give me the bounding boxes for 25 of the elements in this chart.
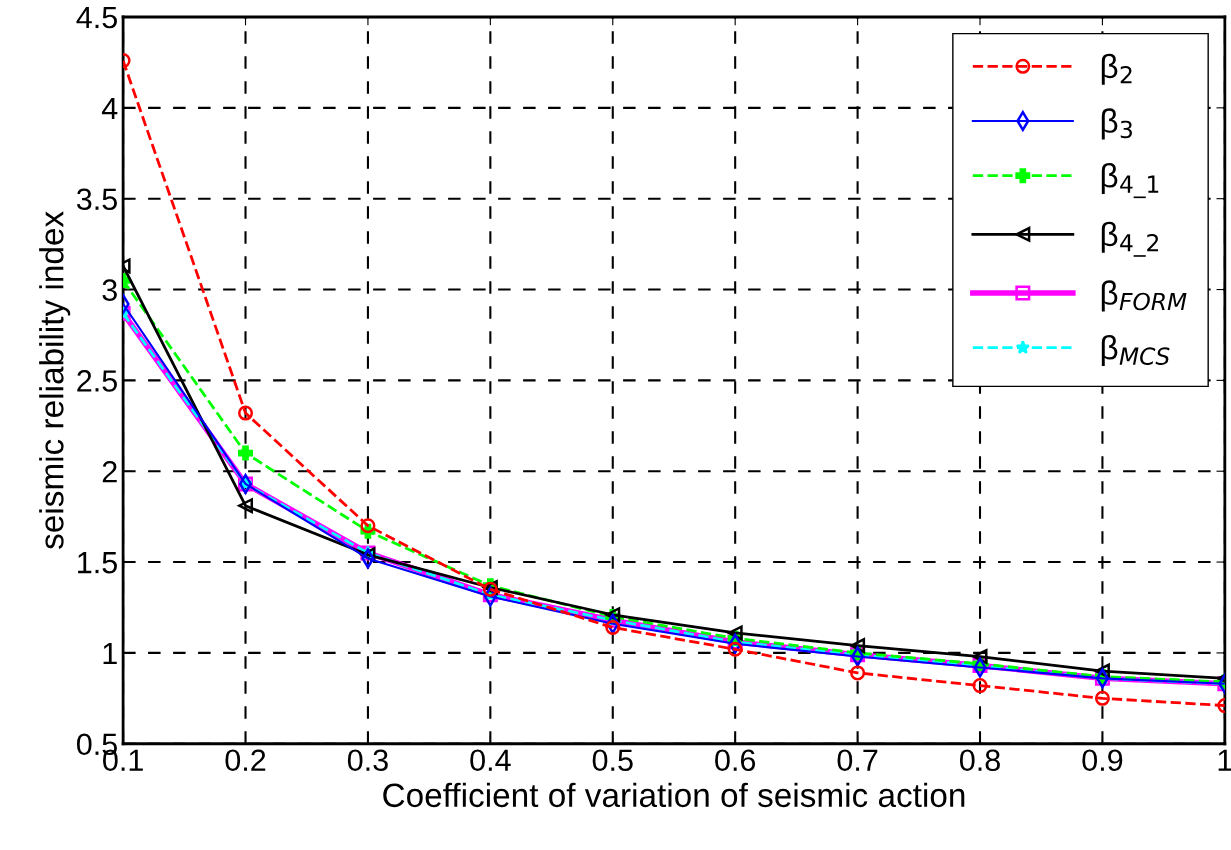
x-tick-label: 0.3: [347, 749, 388, 772]
x-tick-label: 0.4: [470, 749, 511, 772]
x-tick-label: 0.2: [225, 749, 266, 772]
y-tick-label: 4.5: [76, 7, 117, 29]
x-tick-label: 1: [1218, 749, 1231, 771]
x-tick-label: 0.5: [592, 749, 633, 772]
y-tick-label: 2: [102, 460, 117, 483]
x-tick-label: 0.8: [959, 749, 1000, 772]
legend-label: β$_{4_2}$: [1101, 221, 1159, 257]
legend-label: β$_{FORM}$: [1101, 280, 1187, 312]
x-tick-label: 0.6: [715, 749, 756, 772]
y-tick-label: 3: [102, 279, 117, 301]
legend-label: β$_{3}$: [1101, 108, 1132, 140]
y-tick-label: 1.5: [78, 552, 117, 574]
y-tick-label: 3.5: [76, 188, 117, 211]
y-tick-label: 4: [101, 97, 118, 119]
x-tick-label: 0.7: [837, 749, 878, 772]
legend-label: β$_{MCS}$: [1101, 335, 1170, 367]
y-tick-label: 1: [103, 642, 117, 664]
y-axis-title: seismic reliability index: [39, 211, 71, 549]
legend-label: β$_{4_1}$: [1101, 163, 1159, 199]
x-tick-label: 0.9: [1082, 749, 1123, 772]
legend-label: β$_{2}$: [1101, 53, 1132, 85]
x-axis-title: Coefficient of variation of seismic action: [383, 782, 965, 808]
y-tick-label: 2.5: [77, 370, 117, 392]
